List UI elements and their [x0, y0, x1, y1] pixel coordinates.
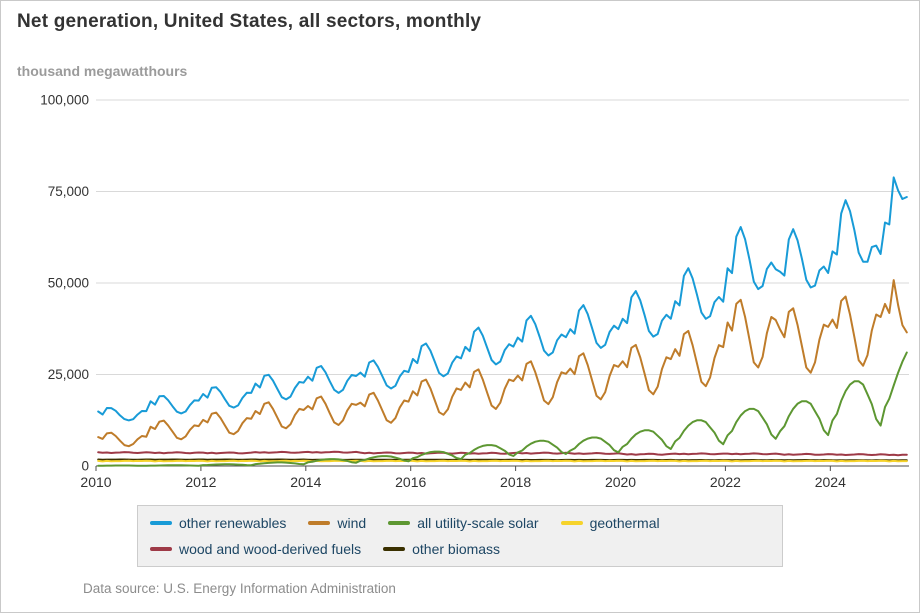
legend-swatch-wood-and-wood-derived-fuels: [150, 547, 172, 551]
legend: other renewables wind all utility-scale so…: [137, 505, 783, 567]
y-tick-label: 0: [81, 459, 89, 474]
legend-item-geothermal[interactable]: geothermal: [560, 510, 660, 536]
x-tick-label: 2012: [185, 474, 216, 490]
x-tick-label: 2010: [80, 474, 111, 490]
series-line-other-renewables: [97, 176, 908, 422]
legend-swatch-geothermal: [560, 521, 583, 525]
y-axis-unit-label: thousand megawatthours: [17, 63, 188, 79]
legend-swatch-all-utility-scale-solar: [388, 521, 411, 525]
legend-label: wind: [337, 515, 367, 531]
data-source: Data source: U.S. Energy Information Adm…: [83, 581, 396, 596]
series-line-all-utility-scale-solar: [97, 351, 908, 467]
y-tick-label: 50,000: [48, 276, 89, 291]
x-tick-label: 2022: [710, 474, 741, 490]
legend-label: other renewables: [179, 515, 287, 531]
legend-label: wood and wood-derived fuels: [179, 541, 362, 557]
series-line-geothermal: [97, 459, 908, 463]
series-line-wind: [97, 279, 908, 448]
legend-swatch-wind: [308, 521, 331, 525]
legend-item-wood-and-wood-derived-fuels[interactable]: wood and wood-derived fuels: [150, 536, 361, 562]
x-tick-label: 2018: [500, 474, 531, 490]
series-line-wood-and-wood-derived-fuels: [97, 450, 908, 457]
line-chart: 0 25,000 50,000 75,000 100,000 2010 2012 2014 20…: [40, 93, 909, 490]
x-tick-label: 2014: [290, 474, 321, 490]
legend-item-other-biomass[interactable]: other biomass: [383, 536, 500, 562]
y-tick-label: 100,000: [40, 93, 89, 108]
chart-title: Net generation, United States, all secto…: [17, 11, 482, 32]
x-tick-label: 2020: [605, 474, 636, 490]
y-tick-label: 75,000: [48, 184, 89, 199]
legend-item-wind[interactable]: wind: [308, 510, 366, 536]
y-tick-label: 25,000: [48, 367, 89, 382]
legend-label: other biomass: [412, 541, 501, 557]
legend-item-other-renewables[interactable]: other renewables: [150, 510, 286, 536]
x-tick-label: 2024: [815, 474, 846, 490]
legend-label: all utility-scale solar: [417, 515, 539, 531]
legend-label: geothermal: [589, 515, 660, 531]
legend-swatch-other-renewables: [150, 521, 172, 525]
legend-swatch-other-biomass: [383, 547, 406, 551]
legend-item-all-utility-scale-solar[interactable]: all utility-scale solar: [388, 510, 539, 536]
x-tick-label: 2016: [395, 474, 426, 490]
